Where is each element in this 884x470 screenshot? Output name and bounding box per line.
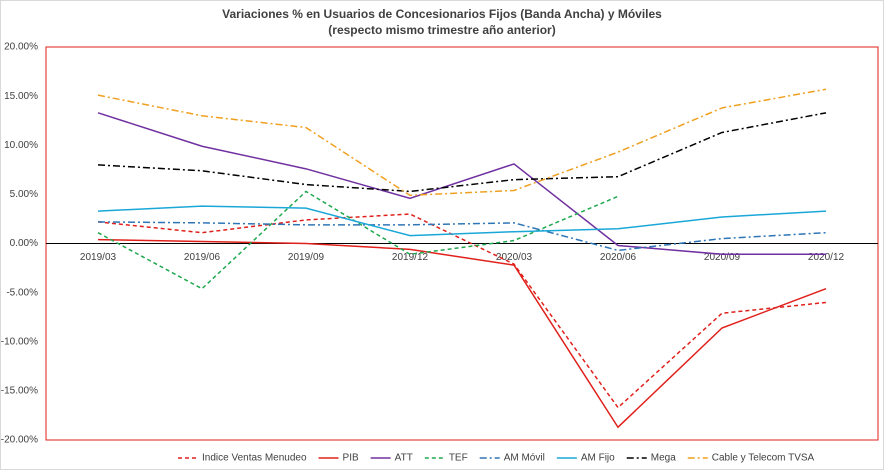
y-tick-label: -15.00% <box>1 386 38 397</box>
series-line <box>97 88 827 197</box>
legend-label: Mega <box>651 453 676 464</box>
x-tick-label: 2019/06 <box>184 252 221 263</box>
x-tick-label: 2020/06 <box>600 252 637 263</box>
y-tick-label: -5.00% <box>6 287 38 298</box>
y-tick-label: -10.00% <box>1 336 38 347</box>
x-tick-label: 2020/03 <box>496 252 533 263</box>
y-tick-label: 20.00% <box>4 42 38 53</box>
series-line <box>97 112 827 193</box>
legend-label: TEF <box>449 453 468 464</box>
chart-subtitle: (respecto mismo trimestre año anterior) <box>328 23 555 37</box>
series-line <box>97 205 827 237</box>
legend-label: Indice Ventas Menudeo <box>202 453 307 464</box>
legend-label: ATT <box>395 453 413 464</box>
series-line <box>97 221 827 252</box>
series-line <box>97 238 827 429</box>
y-tick-label: 15.00% <box>4 91 38 102</box>
legend-label: AM Móvil <box>504 453 545 464</box>
legend-label: AM Fijo <box>581 453 615 464</box>
x-tick-label: 2019/09 <box>288 252 325 263</box>
y-tick-label: 0.00% <box>10 238 38 249</box>
x-tick-label: 2020/09 <box>704 252 741 263</box>
x-tick-label: 2019/03 <box>80 252 117 263</box>
x-tick-label: 2020/12 <box>808 252 845 263</box>
y-tick-label: 5.00% <box>10 189 38 200</box>
legend-label: PIB <box>343 453 359 464</box>
y-tick-label: 10.00% <box>4 140 38 151</box>
series-line <box>97 190 619 290</box>
chart-title: Variaciones % en Usuarios de Concesionar… <box>222 7 662 21</box>
y-tick-label: -20.00% <box>1 435 38 446</box>
legend-label: Cable y Telecom TVSA <box>712 453 815 464</box>
series-line <box>97 213 827 409</box>
x-tick-label: 2019/12 <box>392 252 429 263</box>
series-line <box>97 112 826 256</box>
